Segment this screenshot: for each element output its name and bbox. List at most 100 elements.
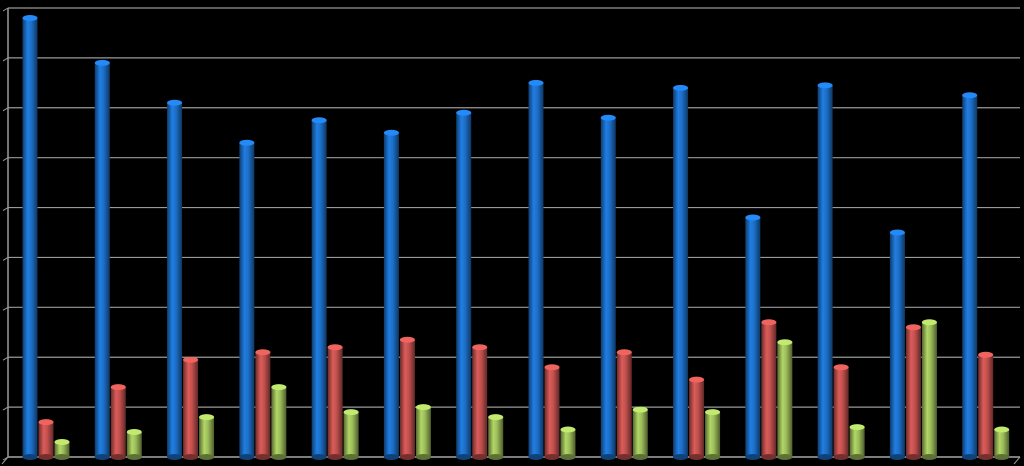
bar-body: [94, 62, 110, 457]
bar-body: [777, 342, 793, 457]
bar-body: [383, 132, 399, 457]
bar: [22, 14, 38, 460]
bar-base: [488, 454, 504, 460]
bar-base: [761, 454, 777, 460]
bar-cap: [600, 114, 616, 121]
bar: [488, 414, 504, 460]
bar: [544, 364, 560, 460]
bar-base: [978, 454, 994, 460]
bar-cap: [399, 336, 415, 343]
bar-base: [528, 454, 544, 460]
bar: [415, 404, 431, 460]
bar-body: [472, 347, 488, 457]
bar-cap: [705, 409, 721, 416]
bar-base: [399, 454, 415, 460]
tick-mark: [2, 157, 9, 162]
tick-mark: [2, 456, 9, 461]
bar-cap: [560, 426, 576, 433]
bar-body: [889, 232, 905, 457]
bar-body: [921, 322, 937, 457]
bar-body: [271, 387, 287, 457]
bar: [54, 439, 70, 460]
bar-cap: [994, 426, 1010, 433]
bar-cap: [22, 14, 38, 21]
bar-cap: [126, 429, 142, 436]
bar: [110, 384, 126, 460]
bar-body: [327, 347, 343, 457]
bar-base: [600, 454, 616, 460]
bar-base: [22, 454, 38, 460]
bar: [962, 92, 978, 460]
bar-base: [889, 454, 905, 460]
bar-cap: [54, 439, 70, 446]
bar-base: [38, 454, 54, 460]
bar-base: [777, 454, 793, 460]
bar-base: [817, 454, 833, 460]
bar-body: [632, 409, 648, 457]
tick-mark: [2, 257, 9, 261]
bar-base: [167, 454, 183, 460]
bar: [994, 426, 1010, 460]
bar-body: [994, 429, 1010, 457]
bar: [126, 429, 142, 460]
bar-base: [110, 454, 126, 460]
bar-body: [560, 429, 576, 457]
bar-base: [544, 454, 560, 460]
bar: [600, 114, 616, 460]
bar-cap: [817, 82, 833, 89]
bar-base: [94, 454, 110, 460]
bar-base: [271, 454, 287, 460]
bar-base: [616, 454, 632, 460]
bar-body: [38, 422, 54, 457]
bar-cap: [94, 59, 110, 66]
bar: [616, 349, 632, 460]
bar-cap: [271, 384, 287, 391]
bar-base: [472, 454, 488, 460]
bar-body: [761, 322, 777, 457]
bar-body: [311, 120, 327, 457]
bar-body: [239, 142, 255, 457]
bar-cap: [239, 139, 255, 146]
bar-cap: [616, 349, 632, 356]
bar-body: [488, 417, 504, 457]
bar: [456, 109, 472, 460]
bar-body: [544, 367, 560, 457]
bar-body: [167, 102, 183, 458]
bar: [472, 344, 488, 460]
bar-base: [54, 454, 70, 460]
bar-base: [456, 454, 472, 460]
bar-base: [689, 454, 705, 460]
tick-mark: [2, 207, 9, 211]
bar-base: [327, 454, 343, 460]
bar-cap: [978, 351, 994, 358]
bar-cap: [833, 364, 849, 371]
bar-base: [705, 454, 721, 460]
bar-body: [183, 359, 199, 457]
bar: [833, 364, 849, 460]
bar-base: [199, 454, 215, 460]
bar-base: [383, 454, 399, 460]
bar-body: [343, 412, 359, 457]
bar-base: [962, 454, 978, 460]
tick-mark: [2, 57, 9, 62]
bar-cap: [311, 117, 327, 124]
bar-body: [199, 417, 215, 457]
bar-body: [849, 427, 865, 457]
bar-cap: [343, 409, 359, 416]
bar-base: [745, 454, 761, 460]
bar: [673, 84, 689, 460]
bar-cap: [472, 344, 488, 351]
bar: [817, 82, 833, 460]
bar-body: [528, 82, 544, 457]
bar: [239, 139, 255, 460]
bar-cap: [383, 129, 399, 136]
bar: [705, 409, 721, 460]
bar-base: [905, 454, 921, 460]
tick-mark: [2, 306, 9, 311]
bar-cap: [905, 324, 921, 331]
bar: [327, 344, 343, 460]
bar: [978, 351, 994, 460]
tick-mark: [2, 7, 9, 12]
bar: [745, 214, 761, 460]
